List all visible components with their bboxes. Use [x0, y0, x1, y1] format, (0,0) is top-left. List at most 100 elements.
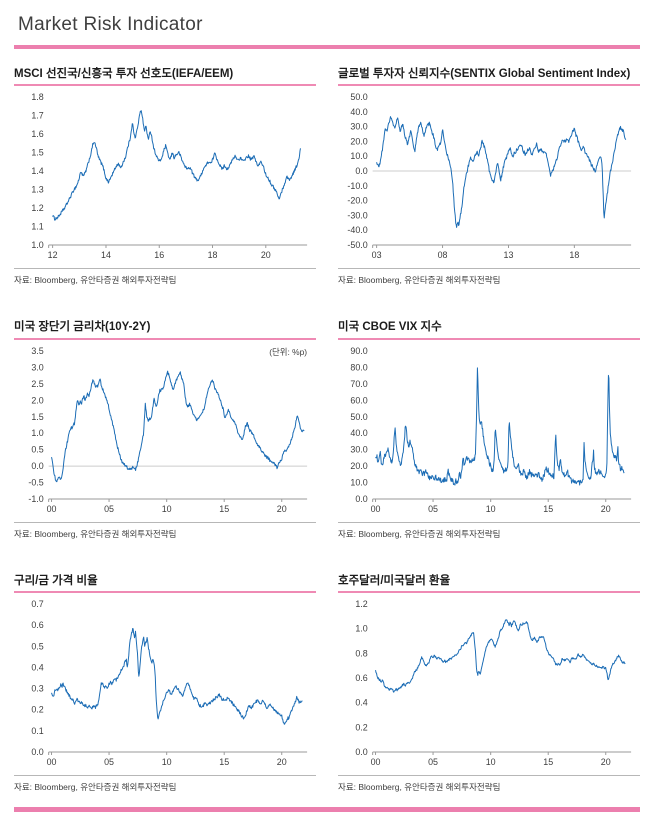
y-tick-label: 0.0	[31, 461, 43, 471]
y-tick-label: 0.4	[355, 698, 367, 708]
y-tick-label: -1.0	[28, 494, 43, 504]
x-tick-label: 15	[543, 757, 553, 767]
y-tick-label: 20.0	[350, 461, 367, 471]
chart-panel: 호주달러/미국달러 환율 0.0 0.2 0.4 0.6 0.8 1.0 1.2 00 05 10…	[338, 574, 640, 793]
chart-source: 자료: Bloomberg, 유안타증권 해외투자전략팀	[14, 775, 316, 793]
x-tick-label: 10	[486, 504, 496, 514]
chart-panel: 미국 장단기 금리차(10Y-2Y) -1.0 -0.5 0.0 0.5 1.0 1.5 2…	[14, 320, 316, 539]
x-tick-label: 10	[162, 504, 172, 514]
x-tick-label: 05	[104, 757, 114, 767]
y-tick-label: 80.0	[350, 362, 367, 372]
x-tick-label: 00	[47, 757, 57, 767]
data-series	[52, 110, 301, 221]
y-tick-label: 0.3	[31, 684, 43, 694]
x-tick-label: 00	[371, 757, 381, 767]
chart-title: MSCI 선진국/신흥국 투자 선호도(IEFA/EEM)	[14, 68, 234, 80]
data-series	[375, 367, 625, 486]
x-tick-label: 20	[277, 757, 287, 767]
chart-header: 글로벌 투자자 신뢰지수(SENTIX Global Sentiment Ind…	[338, 67, 640, 87]
chart-header: 구리/금 가격 비율	[14, 574, 316, 594]
x-tick-label: 15	[219, 757, 229, 767]
y-tick-label: 0.0	[355, 494, 367, 504]
x-tick-label: 00	[371, 504, 381, 514]
y-tick-label: 3.0	[31, 362, 43, 372]
data-series	[51, 628, 303, 725]
y-tick-label: 60.0	[350, 395, 367, 405]
unit-label: (단위: %p)	[269, 347, 307, 357]
chart-panel: 미국 CBOE VIX 지수 0.0 10.0 20.0 30.0 40.0 50.0 60…	[338, 320, 640, 539]
x-tick-label: 00	[47, 504, 57, 514]
chart-header: 미국 장단기 금리차(10Y-2Y)	[14, 320, 316, 340]
y-tick-label: 3.5	[31, 346, 43, 356]
y-tick-label: 40.0	[350, 428, 367, 438]
y-tick-label: 1.8	[31, 92, 43, 102]
chart-header: 호주달러/미국달러 환율	[338, 574, 640, 594]
y-tick-label: 0.7	[31, 599, 43, 609]
x-tick-label: 13	[504, 250, 514, 260]
y-tick-label: 1.4	[31, 166, 43, 176]
x-tick-label: 15	[219, 504, 229, 514]
chart-title: 구리/금 가격 비율	[14, 574, 98, 587]
chart-source: 자료: Bloomberg, 유안타증권 해외투자전략팀	[14, 268, 316, 286]
line-chart: 0.0 10.0 20.0 30.0 40.0 50.0 60.0 70.0 80.0 90.0 0…	[350, 346, 632, 514]
chart-panel: MSCI 선진국/신흥국 투자 선호도(IEFA/EEM) 1.0 1.1 1.2 1…	[14, 67, 316, 286]
y-tick-label: 50.0	[350, 92, 367, 102]
line-chart: -50.0 -40.0 -30.0 -20.0 -10.0 0.0 10.0 20.0 30.0…	[347, 92, 632, 260]
y-tick-label: 2.0	[31, 395, 43, 405]
y-tick-label: 0.5	[31, 444, 43, 454]
bottom-divider	[14, 807, 640, 813]
chart-source: 자료: Bloomberg, 유안타증권 해외투자전략팀	[338, 268, 640, 286]
y-tick-label: -50.0	[347, 240, 367, 250]
chart-panel: 글로벌 투자자 신뢰지수(SENTIX Global Sentiment Ind…	[338, 67, 640, 286]
chart-header: MSCI 선진국/신흥국 투자 선호도(IEFA/EEM)	[14, 67, 316, 87]
y-tick-label: 0.4	[31, 662, 43, 672]
y-tick-label: 0.0	[31, 747, 43, 757]
x-tick-label: 10	[162, 757, 172, 767]
y-tick-label: 0.0	[355, 166, 367, 176]
chart-source: 자료: Bloomberg, 유안타증권 해외투자전략팀	[338, 775, 640, 793]
y-tick-label: 0.8	[355, 648, 367, 658]
x-tick-label: 12	[48, 250, 58, 260]
y-tick-label: 10.0	[350, 152, 367, 162]
line-chart: -1.0 -0.5 0.0 0.5 1.0 1.5 2.0 2.5 3.0 3.5 00 05 10 15…	[28, 346, 307, 514]
data-series	[375, 619, 626, 693]
y-tick-label: 1.0	[31, 240, 43, 250]
chart-source: 자료: Bloomberg, 유안타증권 해외투자전략팀	[14, 521, 316, 540]
x-tick-label: 20	[601, 757, 611, 767]
y-tick-label: 0.2	[355, 722, 367, 732]
chart-title: 미국 CBOE VIX 지수	[338, 321, 442, 334]
y-tick-label: 1.1	[31, 222, 43, 232]
y-tick-label: 0.1	[31, 726, 43, 736]
y-tick-label: 50.0	[350, 412, 367, 422]
x-tick-label: 15	[543, 504, 553, 514]
y-tick-label: 1.6	[31, 129, 43, 139]
y-tick-label: 1.5	[31, 148, 43, 158]
y-tick-label: 10.0	[350, 477, 367, 487]
x-tick-label: 08	[438, 250, 448, 260]
y-tick-label: 1.0	[31, 428, 43, 438]
y-tick-label: 90.0	[350, 346, 367, 356]
y-tick-label: -30.0	[347, 211, 367, 221]
y-tick-label: 0.2	[31, 705, 43, 715]
title-divider	[14, 45, 640, 49]
line-chart: 0.0 0.2 0.4 0.6 0.8 1.0 1.2 00 05 10 15 20	[355, 599, 632, 767]
y-tick-label: 0.6	[31, 620, 43, 630]
x-tick-label: 14	[101, 250, 111, 260]
chart-title: 글로벌 투자자 신뢰지수(SENTIX Global Sentiment Ind…	[338, 68, 631, 80]
y-tick-label: 30.0	[350, 122, 367, 132]
y-tick-label: 1.0	[355, 624, 367, 634]
x-tick-label: 10	[486, 757, 496, 767]
chart-source: 자료: Bloomberg, 유안타증권 해외투자전략팀	[338, 521, 640, 540]
chart-title: 미국 장단기 금리차(10Y-2Y)	[14, 321, 151, 334]
y-tick-label: 40.0	[350, 107, 367, 117]
chart-panel: 구리/금 가격 비율 0.0 0.1 0.2 0.3 0.4 0.5 0.6 0.7 00 05 1…	[14, 574, 316, 793]
y-tick-label: -10.0	[347, 181, 367, 191]
y-tick-label: 30.0	[350, 444, 367, 454]
x-tick-label: 20	[277, 504, 287, 514]
y-tick-label: 1.3	[31, 185, 43, 195]
y-tick-label: -0.5	[28, 477, 43, 487]
x-tick-label: 03	[372, 250, 382, 260]
x-tick-label: 05	[104, 504, 114, 514]
y-tick-label: 0.6	[355, 673, 367, 683]
